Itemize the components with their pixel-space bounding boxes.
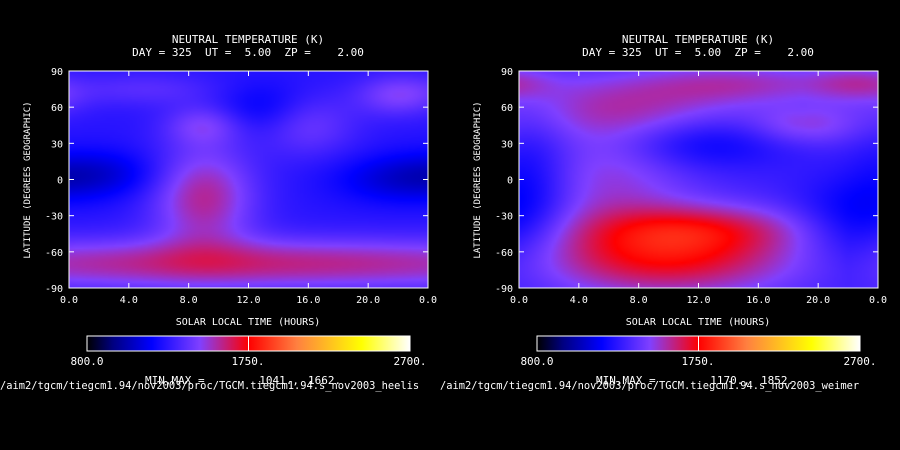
y-tick-label: -60 xyxy=(45,248,63,259)
chart-title: NEUTRAL TEMPERATURE (K) xyxy=(172,33,324,46)
x-axis-label: SOLAR LOCAL TIME (HOURS) xyxy=(626,317,771,328)
max-value: 1662. xyxy=(308,374,341,387)
file-path-right: /aim2/tgcm/tiegcm1.94/nov2003/proc/TGCM.… xyxy=(440,380,860,392)
file-path-line: /aim2/tgcm/tiegcm1.94/nov2003/proc/TGCM.… xyxy=(0,379,900,393)
y-axis-label: LATITUDE (DEGREES GEOGRAPHIC) xyxy=(23,101,33,258)
x-tick-label: 0.0 xyxy=(869,295,887,306)
colorbar-mid-label: 1750. xyxy=(681,355,714,368)
y-tick-label: 0 xyxy=(57,176,63,187)
x-tick-label: 12.0 xyxy=(686,295,710,306)
colorbar-max-label: 2700. xyxy=(843,355,876,368)
min-value: 1041., xyxy=(259,374,299,387)
y-tick-label: -30 xyxy=(45,212,63,223)
min-max-label: MIN,MAX = xyxy=(145,374,205,387)
x-tick-label: 8.0 xyxy=(630,295,648,306)
y-tick-label: 90 xyxy=(51,67,63,78)
x-axis-label: SOLAR LOCAL TIME (HOURS) xyxy=(176,317,321,328)
x-tick-label: 0.0 xyxy=(419,295,437,306)
x-tick-label: 12.0 xyxy=(236,295,260,306)
y-tick-label: 60 xyxy=(51,103,63,114)
y-tick-label: -30 xyxy=(495,212,513,223)
y-tick-label: 0 xyxy=(507,176,513,187)
x-tick-label: 0.0 xyxy=(60,295,78,306)
x-tick-label: 4.0 xyxy=(570,295,588,306)
x-tick-label: 4.0 xyxy=(120,295,138,306)
x-tick-label: 0.0 xyxy=(510,295,528,306)
x-tick-label: 20.0 xyxy=(806,295,830,306)
colorbar-min-label: 800.0 xyxy=(520,355,553,368)
heatmap-image xyxy=(519,71,878,288)
x-tick-label: 20.0 xyxy=(356,295,380,306)
x-tick-label: 8.0 xyxy=(180,295,198,306)
max-value: 1852. xyxy=(761,374,794,387)
y-tick-label: 30 xyxy=(501,139,513,150)
x-tick-label: 16.0 xyxy=(296,295,320,306)
colorbar-min-label: 800.0 xyxy=(70,355,103,368)
heatmap-image xyxy=(69,71,428,288)
min-max-label: MIN,MAX = xyxy=(596,374,656,387)
y-tick-label: 90 xyxy=(501,67,513,78)
chart-subtitle: DAY = 325 UT = 5.00 ZP = 2.00 xyxy=(132,46,364,59)
chart-subtitle: DAY = 325 UT = 5.00 ZP = 2.00 xyxy=(582,46,814,59)
y-axis-label: LATITUDE (DEGREES GEOGRAPHIC) xyxy=(473,101,483,258)
y-tick-label: 60 xyxy=(501,103,513,114)
heatmap-panel-right: NEUTRAL TEMPERATURE (K) DAY = 325 UT = 5… xyxy=(473,33,887,387)
min-value: 1170., xyxy=(710,374,750,387)
heatmap-panel-left: NEUTRAL TEMPERATURE (K) DAY = 325 UT = 5… xyxy=(23,33,437,387)
y-tick-label: -60 xyxy=(495,248,513,259)
y-tick-label: -90 xyxy=(495,284,513,295)
file-path-left: /aim2/tgcm/tiegcm1.94/nov2003/proc/TGCM.… xyxy=(0,380,420,392)
colorbar-max-label: 2700. xyxy=(393,355,426,368)
y-tick-label: 30 xyxy=(51,139,63,150)
chart-title: NEUTRAL TEMPERATURE (K) xyxy=(622,33,774,46)
y-tick-label: -90 xyxy=(45,284,63,295)
colorbar-mid-label: 1750. xyxy=(231,355,264,368)
x-tick-label: 16.0 xyxy=(746,295,770,306)
